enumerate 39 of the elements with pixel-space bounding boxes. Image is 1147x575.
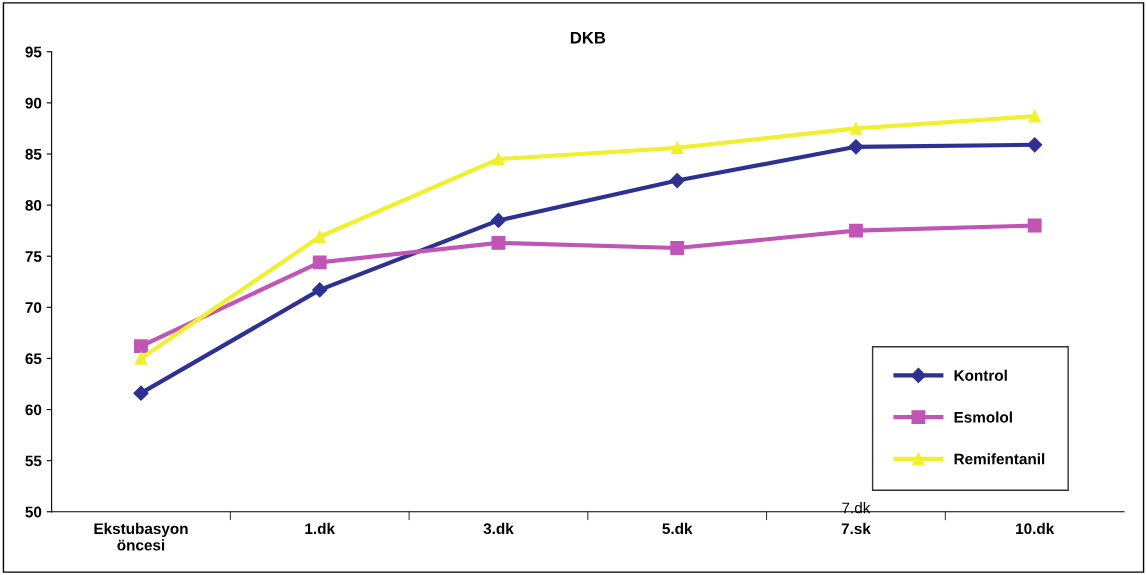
legend-label: Esmolol — [954, 411, 1012, 423]
y-tick-label: 95 — [25, 46, 42, 58]
x-tick-label: 5.dk — [662, 522, 693, 535]
point — [669, 172, 685, 189]
point — [312, 282, 328, 298]
point — [670, 241, 685, 255]
y-tick-label: 90 — [25, 97, 42, 109]
point — [134, 352, 148, 365]
x-tick-label: Ekstubasyon öncesi — [94, 522, 188, 551]
y-tick-label: 50 — [25, 506, 42, 518]
legend-label: Kontrol — [954, 369, 1007, 381]
point — [490, 212, 507, 228]
chart-title: DKB — [570, 31, 606, 44]
annotation: 7.dk — [842, 502, 871, 514]
legend-label: Remifentanil — [954, 453, 1045, 465]
y-tick-label: 85 — [25, 148, 42, 160]
point — [849, 223, 863, 238]
y-tick-label: 75 — [25, 251, 42, 262]
x-tick-label: 1.dk — [305, 522, 336, 535]
y-tick-label: 55 — [25, 455, 42, 467]
point — [1027, 218, 1042, 233]
x-tick-label: 3.dk — [483, 522, 514, 535]
point — [1027, 137, 1043, 153]
point — [492, 152, 505, 166]
point — [1028, 109, 1041, 123]
point — [133, 385, 149, 401]
x-tick-label: 10.dk — [1016, 522, 1055, 535]
x-tick-label: 7.sk — [841, 522, 871, 535]
point — [670, 141, 684, 155]
y-tick-label: 80 — [25, 199, 42, 211]
point — [848, 139, 864, 155]
y-tick-label: 65 — [25, 353, 42, 365]
y-tick-label: 60 — [25, 404, 42, 416]
point — [134, 339, 148, 354]
point — [313, 230, 326, 244]
point — [849, 122, 863, 135]
point — [491, 235, 506, 250]
y-tick-label: 70 — [25, 302, 42, 313]
point — [312, 255, 327, 270]
